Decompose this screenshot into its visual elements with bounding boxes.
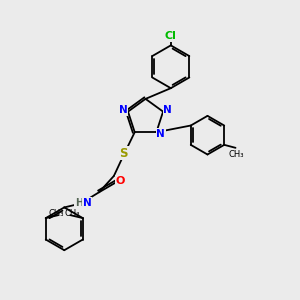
Text: CH₃: CH₃ (48, 209, 64, 218)
Text: N: N (83, 198, 92, 208)
Text: N: N (119, 105, 128, 115)
Text: H: H (75, 198, 83, 208)
Text: N: N (157, 129, 165, 139)
Text: CH₃: CH₃ (65, 209, 80, 218)
Text: O: O (116, 176, 125, 186)
Text: CH₃: CH₃ (228, 150, 244, 159)
Text: N: N (164, 105, 172, 115)
Text: Cl: Cl (165, 31, 177, 41)
Text: S: S (119, 146, 128, 160)
